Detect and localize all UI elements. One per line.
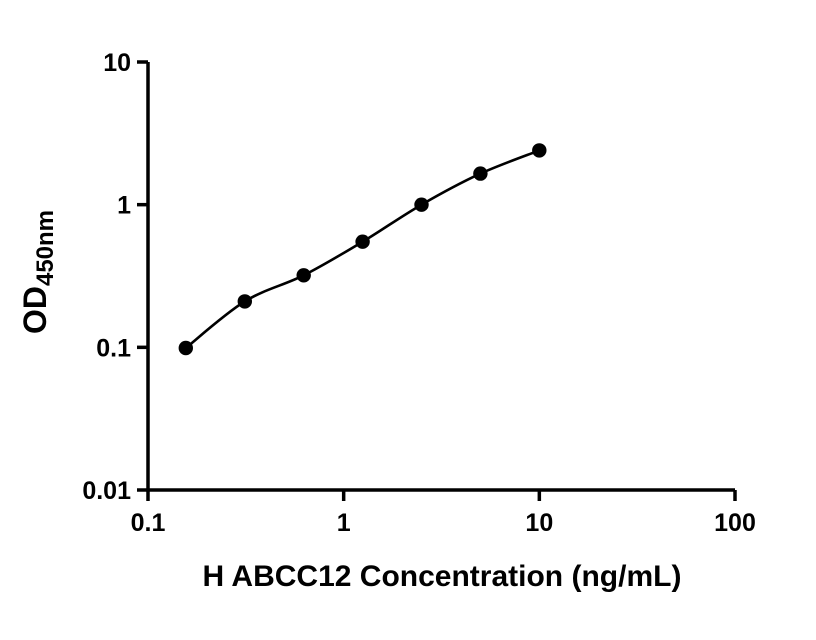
x-tick-label: 100 xyxy=(714,509,756,537)
y-axis-title-sub: 450nm xyxy=(32,210,59,286)
x-tick-label: 0.1 xyxy=(131,509,166,537)
y-tick-label: 0.01 xyxy=(82,477,131,505)
y-tick-label: 1 xyxy=(117,192,131,220)
y-axis-title: OD450nm xyxy=(17,210,59,334)
data-point xyxy=(237,294,252,309)
fit-curve xyxy=(184,149,540,350)
y-tick-label: 10 xyxy=(103,49,131,77)
data-point xyxy=(355,234,370,249)
axes-spines xyxy=(146,62,735,492)
data-point xyxy=(473,166,488,181)
y-tick-label: 0.1 xyxy=(96,334,131,362)
x-tick-label: 10 xyxy=(525,509,553,537)
data-point xyxy=(296,268,311,283)
x-tick-label: 1 xyxy=(337,509,351,537)
data-point xyxy=(532,143,547,158)
y-axis-title-main: OD xyxy=(17,286,53,334)
svg-text:OD450nm: OD450nm xyxy=(17,210,59,334)
data-point xyxy=(178,340,193,356)
x-axis-title: H ABCC12 Concentration (ng/mL) xyxy=(203,560,682,593)
data-point xyxy=(414,197,429,212)
